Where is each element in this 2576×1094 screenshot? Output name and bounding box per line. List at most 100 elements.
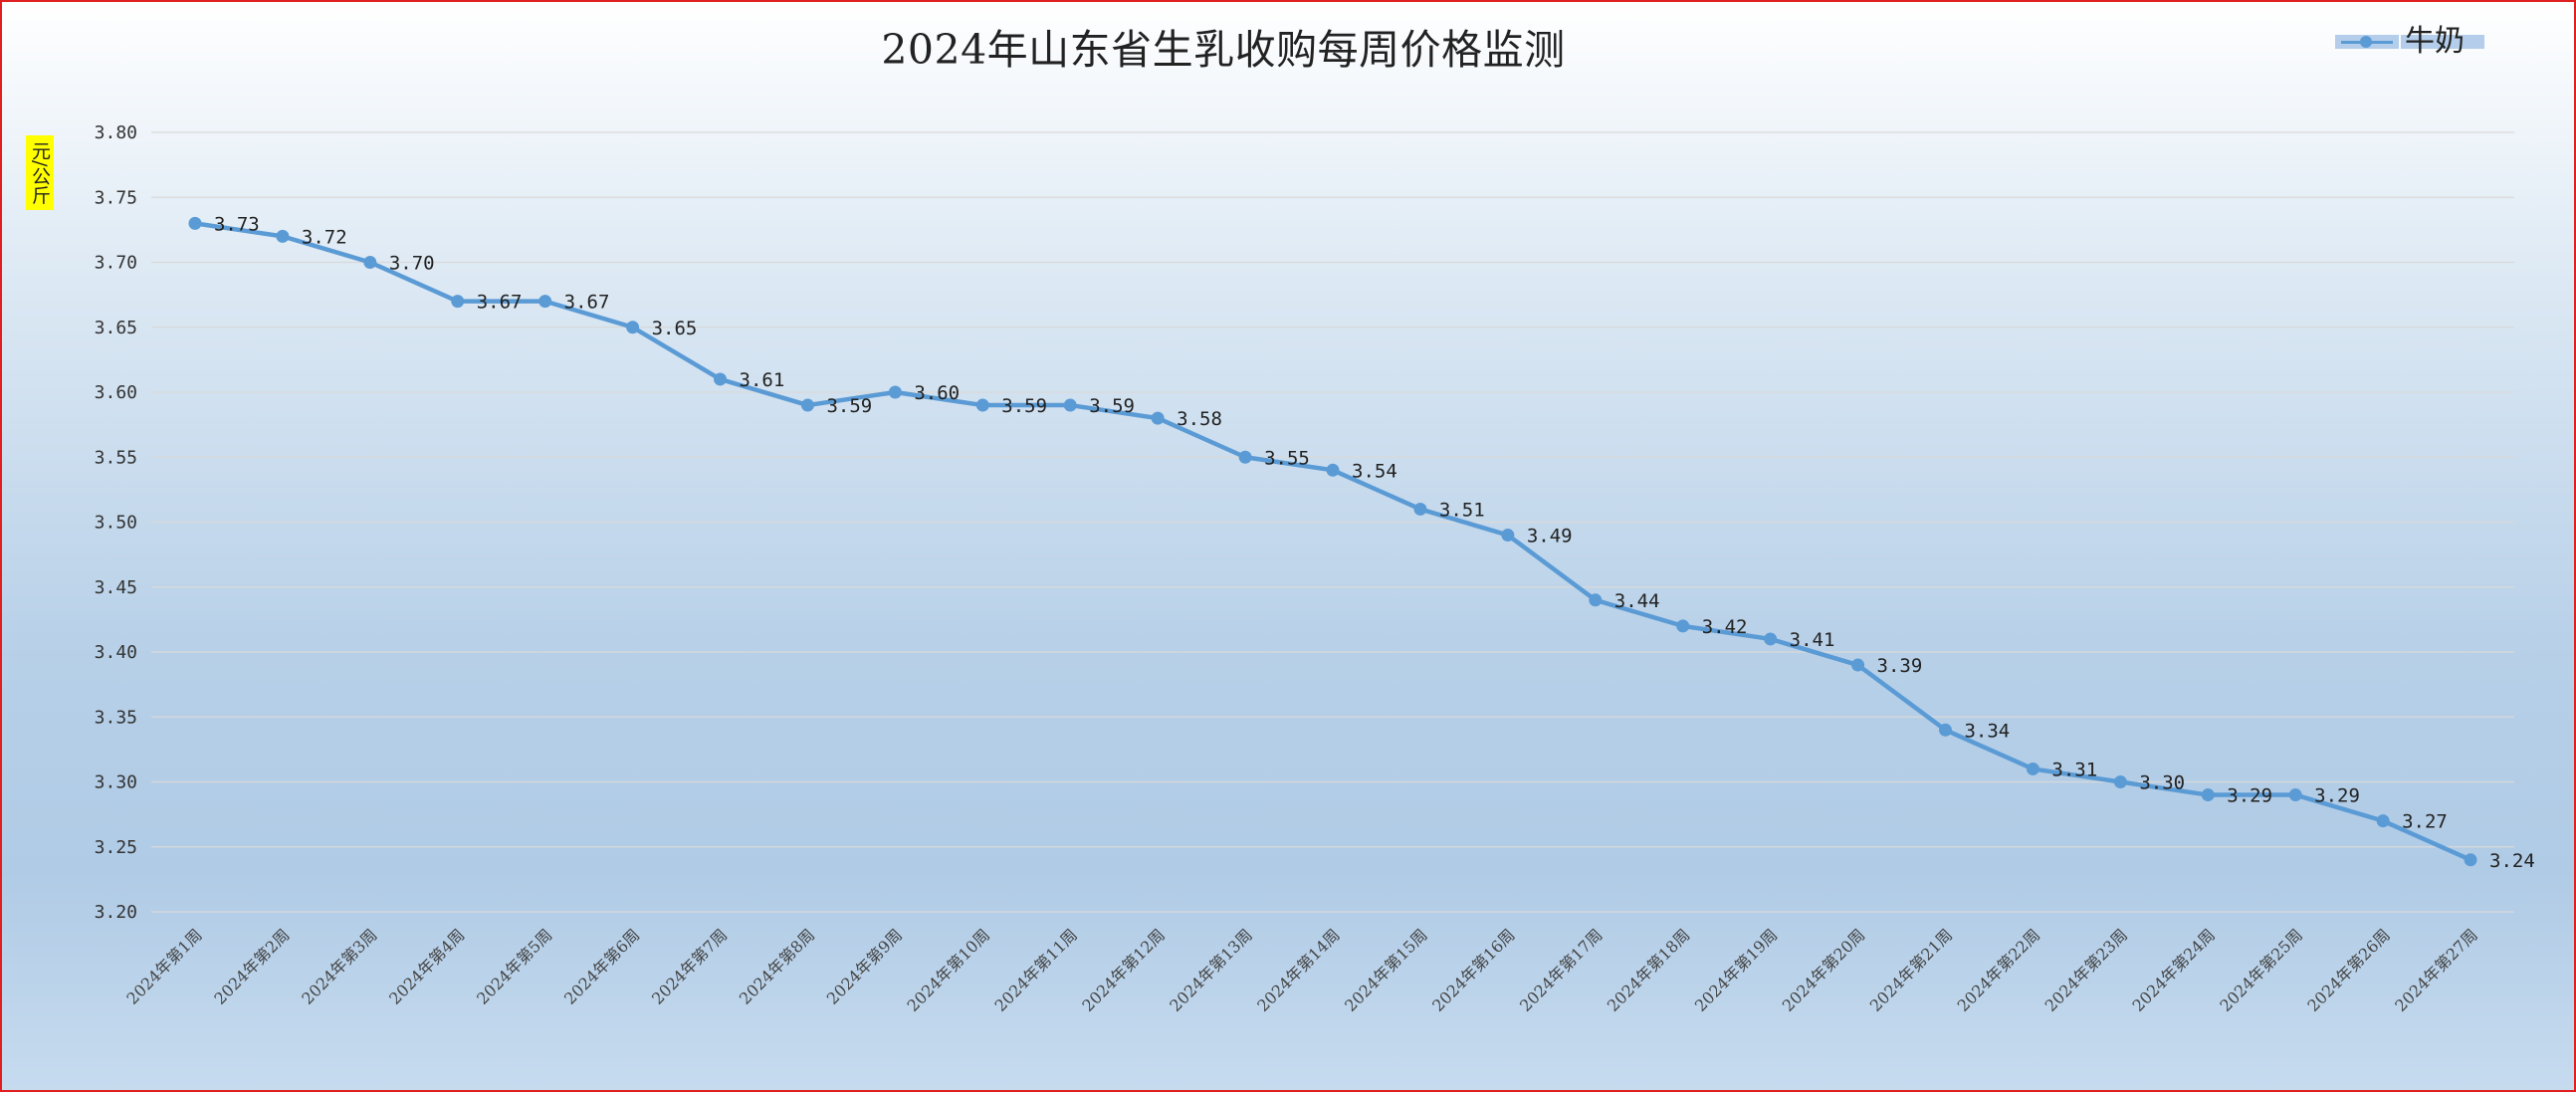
- data-point: [1851, 658, 1865, 672]
- x-tick-label: 2024年第14周: [1253, 925, 1344, 1015]
- legend-line-marker: [2335, 35, 2399, 49]
- data-point: [363, 256, 377, 269]
- data-point: [1238, 450, 1252, 464]
- data-point: [1326, 463, 1340, 477]
- data-point: [1413, 502, 1427, 516]
- x-tick-label: 2024年第20周: [1779, 925, 1869, 1015]
- data-point: [2288, 788, 2302, 802]
- data-label: 3.59: [1089, 395, 1135, 417]
- data-label: 3.51: [1439, 499, 1485, 521]
- data-label: 3.29: [2227, 785, 2272, 807]
- y-tick-label: 3.30: [95, 772, 137, 793]
- x-tick-label: 2024年第7周: [648, 925, 731, 1007]
- data-point: [276, 229, 290, 243]
- data-label: 3.30: [2139, 772, 2185, 794]
- x-tick-label: 2024年第2周: [210, 925, 293, 1007]
- y-tick-label: 3.70: [95, 253, 137, 274]
- x-tick-label: 2024年第1周: [122, 925, 205, 1007]
- x-tick-label: 2024年第5周: [473, 925, 555, 1007]
- data-label: 3.59: [826, 395, 872, 417]
- x-tick-label: 2024年第24周: [2129, 925, 2220, 1015]
- data-label: 3.44: [1614, 590, 1660, 612]
- y-tick-label: 3.50: [95, 513, 137, 534]
- data-label: 3.58: [1177, 408, 1222, 430]
- data-label: 3.29: [2314, 785, 2360, 807]
- data-point: [1764, 632, 1778, 646]
- x-tick-label: 2024年第21周: [1866, 925, 1957, 1015]
- data-point: [2376, 814, 2390, 828]
- data-label: 3.27: [2402, 811, 2448, 833]
- x-tick-label: 2024年第26周: [2303, 925, 2394, 1015]
- data-point: [2026, 762, 2039, 775]
- x-tick-label: 2024年第27周: [2391, 925, 2481, 1015]
- data-point: [888, 385, 902, 399]
- data-point: [451, 295, 465, 309]
- y-tick-label: 3.45: [95, 577, 137, 598]
- data-label: 3.39: [1877, 655, 1923, 677]
- y-axis-label: 元/公斤: [26, 135, 54, 211]
- chart-title: 2024年山东省生乳收购每周价格监测: [881, 26, 1566, 74]
- legend: 牛奶: [2335, 22, 2484, 62]
- data-point: [1151, 411, 1165, 425]
- data-label: 3.42: [1702, 616, 1748, 638]
- y-tick-label: 3.40: [95, 642, 137, 663]
- x-tick-label: 2024年第17周: [1516, 925, 1607, 1015]
- data-point: [2113, 775, 2127, 788]
- data-label: 3.31: [2051, 759, 2097, 780]
- x-tick-label: 2024年第15周: [1341, 925, 1431, 1015]
- data-label: 3.67: [564, 292, 610, 314]
- series-line-milk: [194, 221, 2471, 862]
- x-tick-label: 2024年第4周: [385, 925, 468, 1007]
- data-label: 3.60: [914, 382, 960, 404]
- data-point: [188, 216, 202, 230]
- data-label: 3.73: [214, 213, 260, 235]
- data-point: [1063, 398, 1077, 412]
- y-tick-label: 3.25: [95, 837, 137, 858]
- x-tick-label: 2024年第10周: [904, 925, 994, 1015]
- data-label: 3.49: [1527, 526, 1573, 547]
- data-point: [714, 372, 728, 386]
- data-point: [1676, 619, 1690, 633]
- data-label: 3.24: [2489, 850, 2535, 872]
- x-tick-label: 2024年第25周: [2216, 925, 2306, 1015]
- y-tick-label: 3.35: [95, 707, 137, 728]
- y-tick-label: 3.55: [95, 447, 137, 468]
- x-tick-label: 2024年第11周: [990, 925, 1081, 1015]
- data-label: 3.41: [1790, 629, 1835, 651]
- data-point: [800, 398, 814, 412]
- x-tick-label: 2024年第3周: [298, 925, 380, 1007]
- data-point: [1589, 593, 1603, 607]
- y-tick-label: 3.65: [95, 318, 137, 338]
- x-tick-label: 2024年第12周: [1078, 925, 1169, 1015]
- data-label: 3.34: [1964, 720, 2010, 742]
- data-label: 3.72: [302, 226, 347, 248]
- data-label: 3.54: [1352, 460, 1397, 482]
- x-tick-label: 2024年第22周: [1954, 925, 2044, 1015]
- x-tick-label: 2024年第19周: [1691, 925, 1782, 1015]
- y-tick-label: 3.80: [95, 122, 137, 143]
- data-label: 3.67: [477, 292, 523, 314]
- x-tick-label: 2024年第23周: [2041, 925, 2132, 1015]
- data-point: [538, 295, 552, 309]
- x-tick-label: 2024年第16周: [1428, 925, 1519, 1015]
- data-point: [2464, 853, 2477, 867]
- data-label: 3.61: [740, 369, 785, 391]
- y-tick-label: 3.20: [95, 902, 137, 923]
- data-label: 3.59: [1001, 395, 1047, 417]
- data-label: 3.70: [389, 253, 435, 275]
- x-tick-label: 2024年第8周: [736, 925, 818, 1007]
- data-point: [1938, 723, 1952, 737]
- x-tick-label: 2024年第18周: [1604, 925, 1694, 1015]
- data-point: [2201, 788, 2215, 802]
- data-point: [975, 398, 989, 412]
- data-label: 3.55: [1264, 447, 1310, 469]
- x-tick-label: 2024年第6周: [560, 925, 643, 1007]
- x-tick-label: 2024年第13周: [1166, 925, 1256, 1015]
- y-tick-label: 3.60: [95, 382, 137, 403]
- data-point: [1501, 529, 1515, 543]
- x-tick-label: 2024年第9周: [823, 925, 906, 1007]
- data-point: [626, 321, 640, 334]
- y-tick-label: 3.75: [95, 187, 137, 208]
